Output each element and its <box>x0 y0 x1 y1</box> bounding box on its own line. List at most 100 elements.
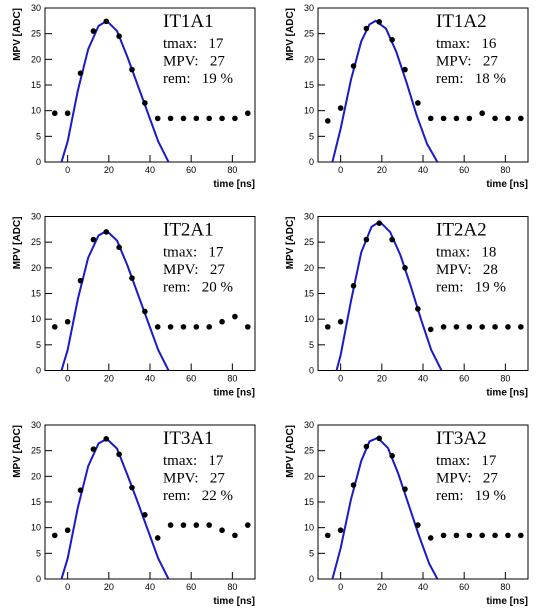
y-tick-label: 30 <box>304 212 314 222</box>
data-point <box>363 236 370 243</box>
annotation: tmax: 18 <box>436 245 496 261</box>
y-axis-label: MPV [ADC] <box>285 217 296 270</box>
panel: 0 5 10 15 20 25 30 0 20 40 60 80 time [ns] MPV [ADC] I… <box>285 3 529 190</box>
x-axis-label: time [ns] <box>486 388 528 399</box>
y-tick-label: 15 <box>31 497 41 507</box>
x-tick-label: 60 <box>459 582 469 592</box>
fit-curve <box>60 19 170 162</box>
plot-marks <box>324 220 524 371</box>
data-point <box>415 100 421 106</box>
data-point <box>154 535 161 541</box>
x-tick-label: 20 <box>377 374 387 384</box>
data-point <box>466 115 473 122</box>
fit-curve <box>331 436 439 579</box>
y-tick-label: 15 <box>304 80 314 90</box>
annotation: rem: 19 % <box>436 488 506 504</box>
annotation: MPV: 27 <box>163 471 225 487</box>
data-point <box>142 100 148 106</box>
y-tick-label: 20 <box>31 263 41 273</box>
y-tick-label: 20 <box>31 54 41 64</box>
x-tick-label: 40 <box>145 374 155 384</box>
fit-curve <box>335 220 443 371</box>
data-point <box>453 324 460 330</box>
y-tick-label: 25 <box>31 237 41 247</box>
data-point <box>492 324 498 330</box>
annotation: rem: 19 % <box>163 71 233 87</box>
y-tick-label: 10 <box>31 523 41 533</box>
data-point <box>479 532 485 539</box>
data-point <box>376 220 383 226</box>
x-tick-label: 0 <box>338 374 343 384</box>
data-point <box>324 324 331 330</box>
data-point <box>505 115 511 122</box>
data-point <box>90 236 97 243</box>
y-tick-label: 30 <box>31 212 41 222</box>
data-point <box>103 18 110 25</box>
data-point <box>427 115 434 122</box>
annotation: rem: 19 % <box>436 280 506 296</box>
y-tick-label: 25 <box>31 446 41 456</box>
plot-frame <box>317 424 529 580</box>
y-tick-label: 10 <box>304 106 314 116</box>
y-tick-label: 10 <box>304 523 314 533</box>
data-point <box>244 522 251 528</box>
x-tick-label: 60 <box>459 374 469 384</box>
data-point <box>350 482 357 488</box>
data-point <box>453 115 460 122</box>
data-point <box>193 115 200 122</box>
data-point <box>337 527 344 534</box>
data-point <box>324 118 331 124</box>
data-point <box>167 115 174 122</box>
x-tick-label: 40 <box>418 374 428 384</box>
data-point <box>180 324 187 330</box>
x-tick-label: 80 <box>227 582 237 592</box>
data-point <box>479 110 485 117</box>
plot-marks <box>51 436 251 579</box>
y-tick-label: 30 <box>31 420 41 430</box>
data-point <box>219 527 225 534</box>
x-tick-label: 20 <box>104 165 114 175</box>
data-point <box>440 532 447 539</box>
y-tick-label: 15 <box>31 289 41 299</box>
y-tick-label: 10 <box>31 106 41 116</box>
panel-title: IT2A1 <box>163 220 214 241</box>
y-tick-label: 0 <box>309 574 314 584</box>
data-point <box>180 115 187 122</box>
annotation: MPV: 27 <box>436 471 498 487</box>
data-point <box>350 63 357 69</box>
plot-marks <box>51 18 251 162</box>
data-point <box>244 324 251 330</box>
panel-title: IT3A1 <box>163 428 214 449</box>
x-tick-label: 40 <box>418 582 428 592</box>
x-tick-label: 60 <box>186 582 196 592</box>
x-axis-label: time [ns] <box>486 179 528 190</box>
data-point <box>77 487 84 493</box>
plot-marks <box>324 19 524 162</box>
y-axis-label: MPV [ADC] <box>285 425 296 478</box>
data-point <box>142 512 148 518</box>
y-axis-label: MPV [ADC] <box>12 8 23 61</box>
x-tick-label: 60 <box>186 165 196 175</box>
x-axis-label: time [ns] <box>486 596 528 607</box>
data-point <box>77 70 84 76</box>
x-tick-label: 60 <box>459 165 469 175</box>
panel-title: IT3A2 <box>436 428 487 449</box>
fit-curve <box>331 19 439 162</box>
data-point <box>232 313 238 320</box>
data-point <box>51 110 58 117</box>
data-point <box>193 522 200 528</box>
y-tick-label: 5 <box>36 548 41 558</box>
y-tick-label: 0 <box>309 157 314 167</box>
x-axis-label: time [ns] <box>213 179 255 190</box>
annotation: MPV: 28 <box>436 262 498 278</box>
data-point <box>154 115 161 122</box>
annotation: MPV: 27 <box>163 262 225 278</box>
data-point <box>389 236 395 243</box>
panel: 0 5 10 15 20 25 30 0 20 40 60 80 time [ns] MPV [ADC] I… <box>12 420 256 607</box>
data-point <box>103 229 110 235</box>
fit-curve <box>60 229 170 371</box>
y-tick-label: 5 <box>36 131 41 141</box>
data-point <box>154 324 161 330</box>
data-point <box>324 532 331 539</box>
data-point <box>206 522 212 528</box>
